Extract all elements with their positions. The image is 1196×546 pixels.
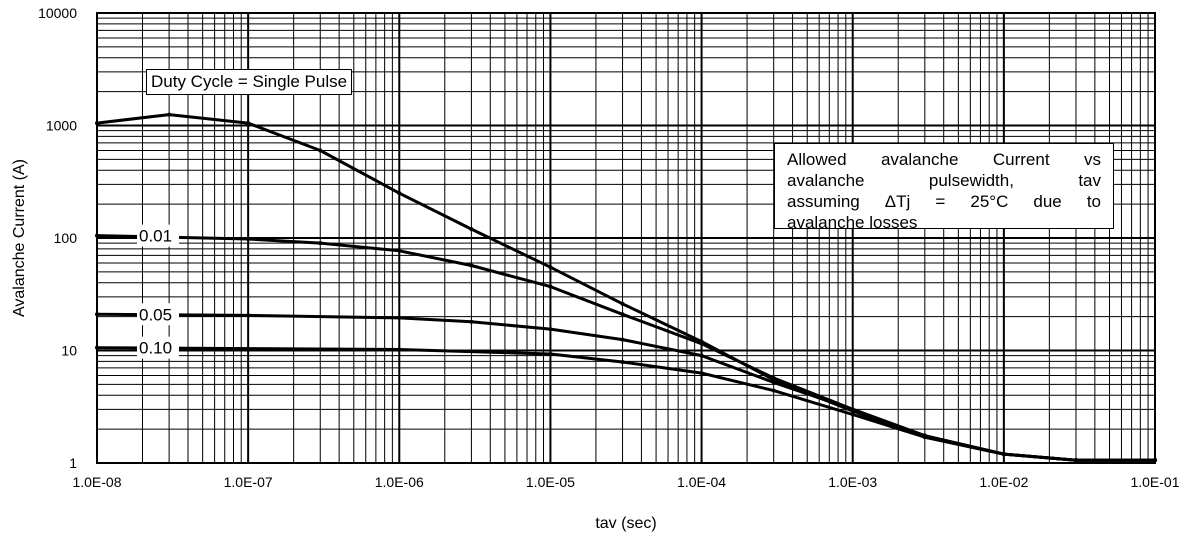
data-point (167, 112, 172, 117)
y-tick-label: 1000 (46, 118, 77, 134)
data-point (1001, 452, 1006, 457)
x-tick-labels: 1.0E-08 1.0E-07 1.0E-06 1.0E-05 1.0E-04 1.0E-… (72, 474, 1179, 490)
data-point (246, 313, 251, 318)
data-point (620, 312, 625, 317)
series-label: 0.01 (139, 227, 172, 246)
x-tick-label: 1.0E-05 (526, 474, 575, 490)
data-point (771, 388, 776, 393)
data-point (771, 375, 776, 380)
x-tick-label: 1.0E-01 (1130, 474, 1179, 490)
series-line-2 (95, 312, 1157, 462)
data-point (95, 121, 99, 126)
data-point (620, 337, 625, 342)
annotation-line: avalanche pulsewidth, tav (787, 171, 1101, 190)
duty-cycle-text: Duty Cycle = Single Pulse (151, 72, 348, 91)
series-label: 0.05 (139, 305, 172, 324)
data-point (397, 347, 402, 352)
data-point (469, 227, 474, 232)
annotation-line: avalanche losses (787, 213, 918, 232)
data-point (246, 236, 251, 241)
data-point (469, 319, 474, 324)
x-tick-label: 1.0E-08 (72, 474, 121, 490)
y-tick-labels: 1 10 100 1000 10000 (38, 5, 77, 471)
series-label-background (137, 224, 179, 247)
data-point (548, 265, 553, 270)
data-point (548, 284, 553, 289)
data-point (246, 346, 251, 351)
annotation-line: assuming ΔTj = 25°C due to (787, 192, 1101, 211)
data-point (397, 315, 402, 320)
data-point (397, 191, 402, 196)
y-axis-title: Avalanche Current (A) (11, 159, 28, 317)
data-point (548, 327, 553, 332)
series-label-background (137, 303, 179, 326)
x-tick-label: 1.0E-04 (677, 474, 726, 490)
data-point (318, 241, 323, 246)
data-point (1153, 458, 1157, 463)
data-point (318, 148, 323, 153)
y-tick-label: 10 (61, 343, 77, 359)
data-point (1073, 458, 1078, 463)
data-point (397, 248, 402, 253)
data-point (95, 312, 99, 317)
annotation-line: Allowed avalanche Current vs (787, 150, 1101, 169)
data-point (469, 263, 474, 268)
data-point (771, 380, 776, 385)
data-point (620, 360, 625, 365)
data-point (850, 412, 855, 417)
series-label: 0.10 (139, 339, 172, 358)
duty-cycle-label: Duty Cycle = Single Pulse (146, 69, 353, 95)
data-point (95, 233, 99, 238)
x-tick-label: 1.0E-06 (375, 474, 424, 490)
data-point (699, 371, 704, 376)
series-label-background (137, 336, 179, 359)
x-tick-label: 1.0E-07 (224, 474, 273, 490)
x-tick-label: 1.0E-03 (828, 474, 877, 490)
y-tick-label: 10000 (38, 5, 77, 21)
x-tick-label: 1.0E-02 (979, 474, 1028, 490)
series-labels: 0.01 0.05 0.10 (137, 224, 179, 359)
data-point (922, 435, 927, 440)
y-tick-label: 100 (54, 230, 78, 246)
data-point (246, 121, 251, 126)
data-point (548, 352, 553, 357)
data-point (620, 301, 625, 306)
y-tick-label: 1 (69, 455, 77, 471)
data-point (699, 353, 704, 358)
data-point (850, 407, 855, 412)
annotation-box: Allowed avalanche Current vs avalanche p… (774, 143, 1114, 232)
series-line-3 (95, 346, 1157, 462)
x-axis-title: tav (sec) (595, 515, 656, 532)
data-point (699, 341, 704, 346)
series-layer (95, 112, 1157, 463)
data-point (95, 345, 99, 350)
plot-area-frame (96, 12, 1156, 464)
